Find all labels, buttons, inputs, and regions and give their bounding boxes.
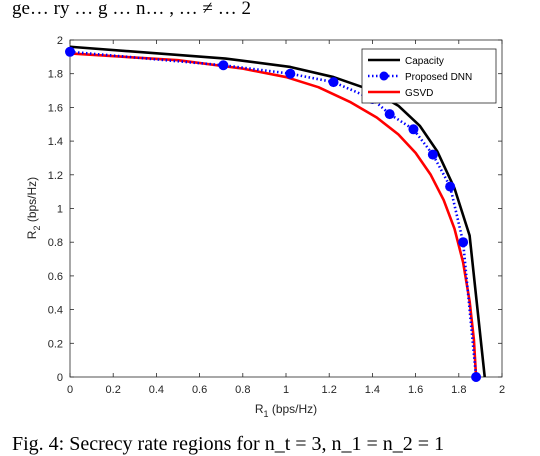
x-tick-label: 1.8 [451, 384, 466, 396]
data-point-proposed-dnn [471, 372, 482, 382]
data-point-proposed-dnn [384, 109, 395, 120]
legend: Capacity Proposed DNN GSVD [361, 48, 497, 104]
y-tick-label: 0.6 [48, 271, 63, 283]
data-point-proposed-dnn [408, 124, 419, 135]
data-point-proposed-dnn [427, 149, 438, 160]
x-tick-label: 2 [499, 384, 505, 396]
legend-gsvd-label: GSVD [405, 88, 433, 99]
legend-capacity-label: Capacity [405, 56, 444, 67]
x-tick-label: 1 [283, 384, 289, 396]
y-tick-label: 1.6 [48, 102, 63, 114]
top-cropped-text: ge… ry … g … n… , … ≠ … 2 [12, 0, 251, 19]
y-axis: 0 0.2 0.4 0.6 0.8 1 1.2 1.4 1.6 1.8 2 [48, 35, 502, 384]
legend-dnn-label: Proposed DNN [405, 72, 472, 83]
y-tick-label: 1.8 [48, 69, 63, 81]
y-axis-label: R2 (bps/Hz) [25, 177, 42, 239]
x-tick-label: 1.2 [322, 384, 337, 396]
data-point-proposed-dnn [328, 77, 339, 88]
x-tick-label: 0.4 [149, 384, 164, 396]
x-tick-label: 1.4 [365, 384, 380, 396]
figure-caption: Fig. 4: Secrecy rate regions for n_t = 3… [12, 433, 444, 455]
x-axis-label-unit: (bps/Hz) [269, 402, 318, 416]
data-point-proposed-dnn [218, 60, 229, 71]
y-tick-label: 0.4 [48, 305, 63, 317]
x-tick-label: 0 [67, 384, 73, 396]
data-point-proposed-dnn [445, 181, 456, 192]
data-point-proposed-dnn [458, 237, 469, 248]
x-axis-label-main: R [255, 402, 264, 416]
legend-dnn-marker [379, 71, 389, 81]
x-axis-label-subscript: 1 [263, 409, 268, 419]
y-tick-label: 0.8 [48, 237, 63, 249]
y-axis-label-main: R [25, 230, 39, 239]
y-tick-label: 1.4 [48, 136, 63, 148]
y-tick-label: 1.2 [48, 170, 63, 182]
y-tick-label: 0 [57, 372, 63, 384]
series-line-capacity [69, 45, 487, 378]
x-tick-label: 1.6 [408, 384, 423, 396]
y-tick-label: 0.2 [48, 338, 63, 350]
x-tick-label: 0.8 [235, 384, 250, 396]
x-axis: 0 0.2 0.4 0.6 0.8 1 1.2 1.4 1.6 1.8 2 [67, 40, 505, 396]
data-point-proposed-dnn [65, 46, 75, 57]
y-tick-label: 2 [57, 35, 63, 47]
x-tick-label: 0.6 [192, 384, 207, 396]
data-point-proposed-dnn [285, 68, 296, 79]
y-axis-label-subscript: 2 [32, 226, 42, 231]
x-axis-label: R1 (bps/Hz) [255, 402, 317, 419]
x-tick-label: 0.2 [106, 384, 121, 396]
y-tick-label: 1 [57, 204, 63, 216]
y-axis-label-unit: (bps/Hz) [25, 177, 39, 226]
